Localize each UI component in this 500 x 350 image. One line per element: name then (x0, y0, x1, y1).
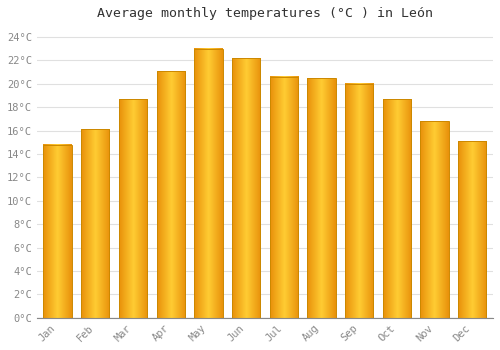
Bar (383, 99, 411, 318)
Title: Average monthly temperatures (°C ) in León: Average monthly temperatures (°C ) in Le… (97, 7, 433, 20)
Bar (458, 141, 486, 318)
Bar (345, 84, 374, 318)
Bar (420, 121, 449, 318)
Bar (81, 130, 110, 318)
Bar (194, 49, 222, 318)
Bar (270, 77, 298, 318)
Bar (156, 71, 185, 318)
Bar (308, 78, 336, 318)
Bar (232, 58, 260, 318)
Bar (119, 99, 147, 318)
Bar (44, 145, 72, 318)
